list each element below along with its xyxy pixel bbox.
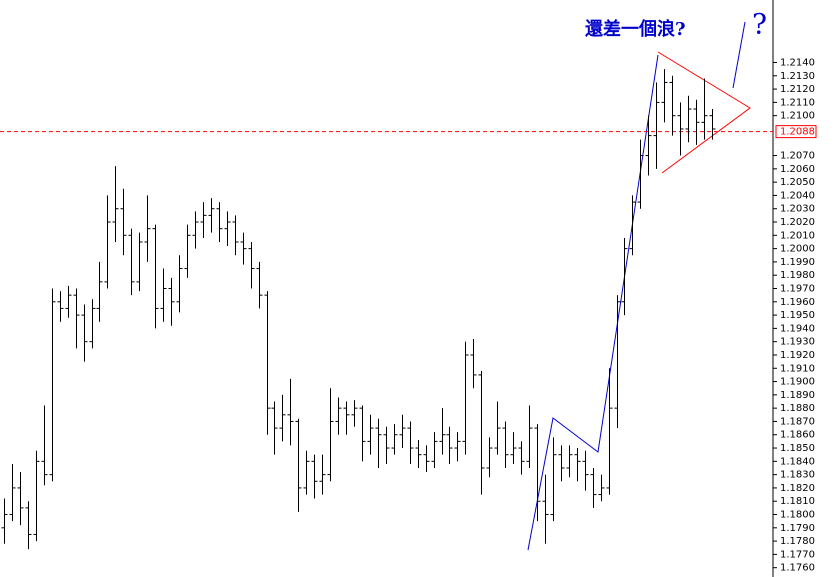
current-price-label: 1.2088 <box>780 127 815 138</box>
wave-projection <box>732 21 746 89</box>
y-tick-label: 1.1850 <box>780 443 815 454</box>
y-tick-label: 1.2010 <box>780 230 815 241</box>
y-tick-label: 1.1910 <box>780 363 815 374</box>
y-tick-label: 1.2140 <box>780 57 815 68</box>
y-tick-label: 1.1830 <box>780 470 815 481</box>
y-tick-label: 1.1940 <box>780 323 815 334</box>
y-tick-label: 1.1840 <box>780 456 815 467</box>
y-tick-label: 1.1960 <box>780 297 815 308</box>
y-tick-label: 1.1900 <box>780 377 815 388</box>
y-tick-label: 1.1760 <box>780 563 815 574</box>
y-tick-label: 1.1770 <box>780 549 815 560</box>
y-tick-label: 1.1860 <box>780 430 815 441</box>
y-tick-label: 1.1950 <box>780 310 815 321</box>
y-tick-label: 1.1890 <box>780 390 815 401</box>
y-tick-label: 1.2060 <box>780 164 815 175</box>
y-tick-label: 1.1800 <box>780 510 815 521</box>
y-tick-label: 1.2070 <box>780 151 815 162</box>
current-price-box <box>775 125 817 139</box>
y-tick-label: 1.2020 <box>780 217 815 228</box>
y-tick-label: 1.1970 <box>780 284 815 295</box>
y-tick-label: 1.2040 <box>780 190 815 201</box>
y-tick-label: 1.2100 <box>780 111 815 122</box>
triangle-lines <box>657 51 751 174</box>
y-tick-label: 1.1880 <box>780 403 815 414</box>
y-tick-label: 1.2050 <box>780 177 815 188</box>
y-tick-label: 1.2130 <box>780 71 815 82</box>
question-mark: ? <box>752 8 767 41</box>
y-tick-label: 1.2120 <box>780 84 815 95</box>
y-tick-label: 1.2030 <box>780 204 815 215</box>
y-tick-label: 1.1780 <box>780 536 815 547</box>
y-tick-label: 1.1930 <box>780 337 815 348</box>
annotation: 還差一個浪? <box>585 18 686 40</box>
y-tick-label: 1.1810 <box>780 496 815 507</box>
y-tick-label: 1.2110 <box>780 97 815 108</box>
y-tick-label: 1.1980 <box>780 270 815 281</box>
y-tick-label: 1.2000 <box>780 244 815 255</box>
y-tick-label: 1.1790 <box>780 523 815 534</box>
y-tick-label: 1.1990 <box>780 257 815 268</box>
y-tick-label: 1.1870 <box>780 416 815 427</box>
y-tick-label: 1.1920 <box>780 350 815 361</box>
wave-lines <box>527 54 659 551</box>
y-tick-label: 1.1820 <box>780 483 815 494</box>
